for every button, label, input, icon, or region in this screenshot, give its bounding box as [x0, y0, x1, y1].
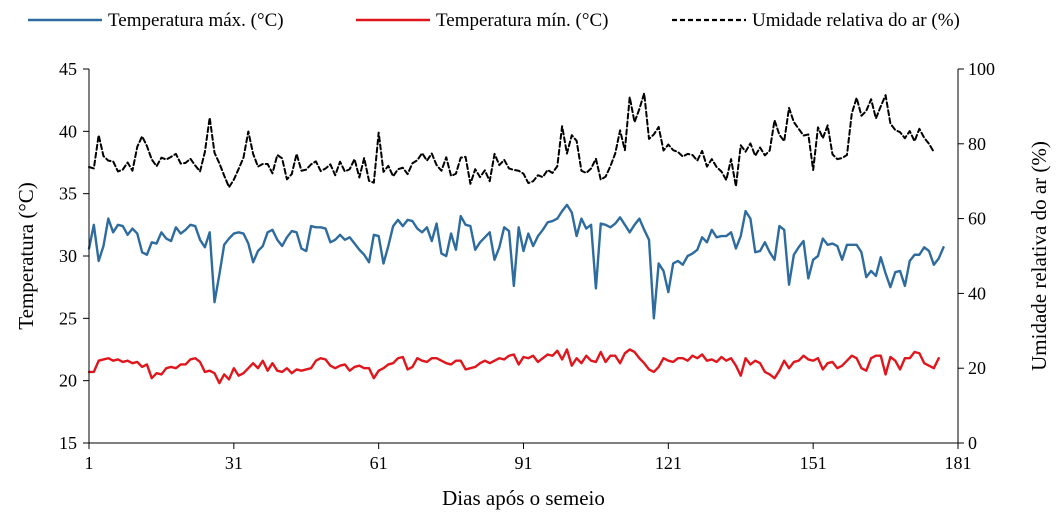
x-tick-label: 31	[225, 453, 243, 473]
right-y-tick-label: 40	[968, 283, 986, 303]
left-y-tick-label: 15	[59, 433, 77, 453]
legend: Temperatura máx. (°C) Temperatura mín. (°…	[28, 10, 960, 31]
x-tick-label: 151	[800, 453, 827, 473]
x-tick-label: 61	[370, 453, 388, 473]
legend-label-temperatura-max-c: Temperatura máx. (°C)	[108, 10, 284, 31]
right-y-tick-label: 20	[968, 358, 986, 378]
left-y-tick-label: 45	[59, 59, 77, 79]
right-y-tick-label: 100	[968, 59, 995, 79]
left-y-tick-label: 40	[59, 121, 77, 141]
x-tick-label: 121	[655, 453, 682, 473]
left-y-tick-label: 30	[59, 246, 77, 266]
right-y-tick-label: 80	[968, 134, 986, 154]
x-ticks: 1 31 61 91 121 151 181	[85, 443, 972, 473]
left-y-tick-label: 35	[59, 184, 77, 204]
series-line-temperatura-min-c	[87, 348, 940, 385]
series-layer	[87, 92, 945, 385]
right-y-tick-label: 0	[968, 433, 977, 453]
left-y-tick-label: 20	[59, 371, 77, 391]
x-tick-label: 91	[515, 453, 533, 473]
legend-label-temperatura-min-c: Temperatura mín. (°C)	[436, 10, 608, 31]
left-y-ticks: 15 20 25 30 35 40 45	[59, 59, 89, 453]
x-tick-label: 1	[85, 453, 94, 473]
left-y-tick-label: 25	[59, 308, 77, 328]
right-y-tick-label: 60	[968, 209, 986, 229]
series-line-umidade-relativa-do-ar	[88, 92, 935, 189]
right-y-axis-title: Umidade relativa do ar (%)	[1027, 141, 1051, 371]
legend-label-umidade-relativa-do-ar: Umidade relativa do ar (%)	[752, 10, 960, 31]
x-axis-title: Dias após o semeio	[442, 486, 605, 510]
right-y-ticks: 0 20 40 60 80 100	[958, 59, 995, 453]
x-tick-label: 181	[945, 453, 972, 473]
left-y-axis-title: Temperatura (°C)	[14, 182, 38, 329]
series-line-temperatura-max-c	[87, 203, 945, 320]
